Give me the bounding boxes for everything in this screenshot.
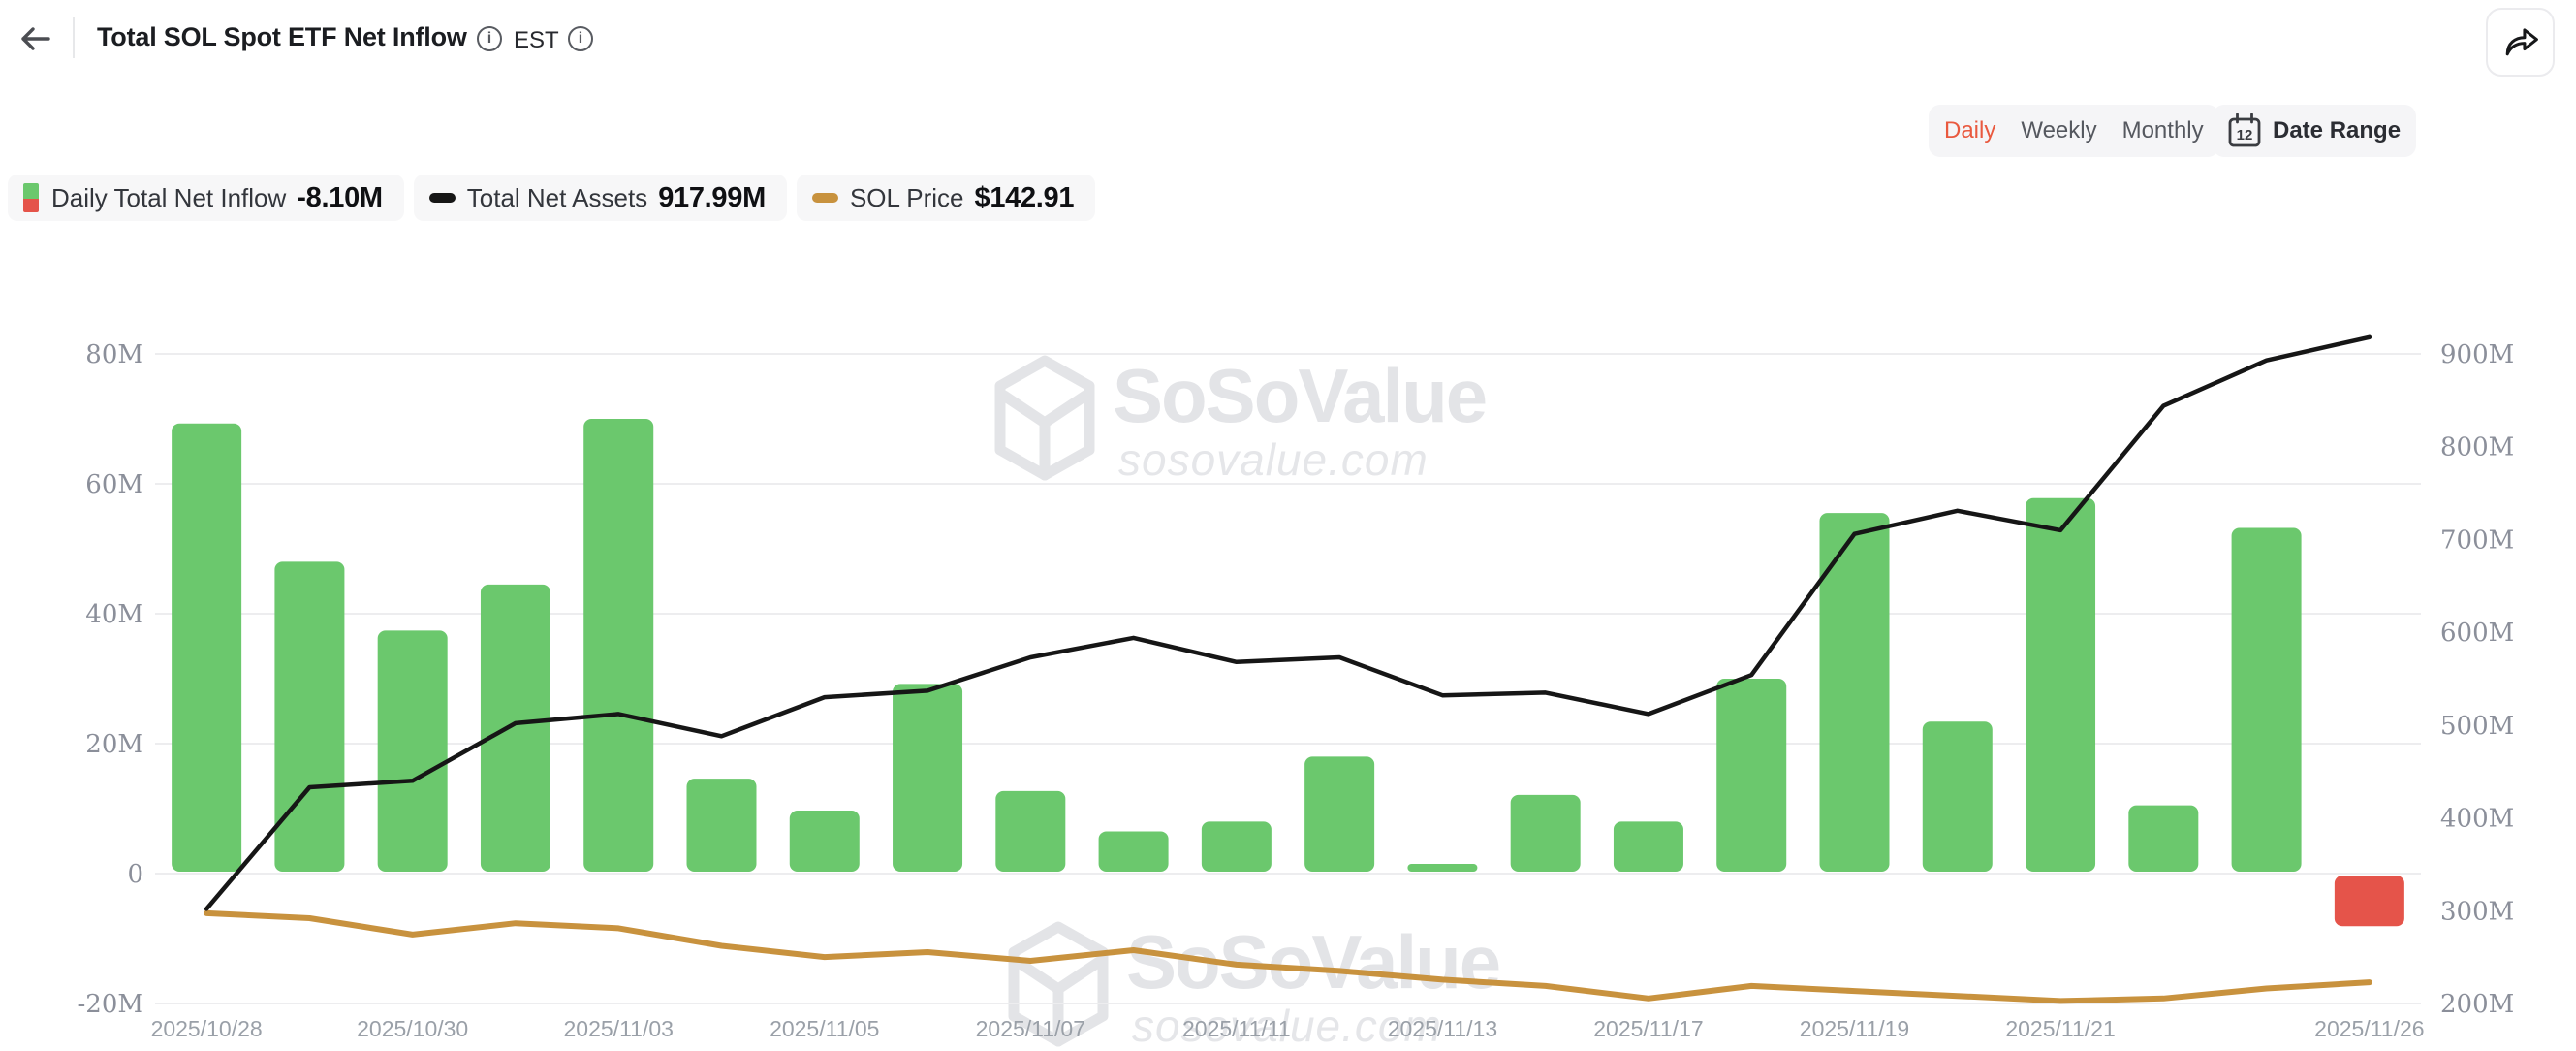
legend-value: -8.10M — [297, 181, 383, 213]
bar — [1201, 821, 1272, 872]
bar — [1922, 721, 1993, 872]
bar — [1819, 513, 1890, 872]
bar — [1098, 831, 1169, 872]
bar — [2026, 497, 2096, 872]
bar — [1304, 756, 1375, 872]
chart-legend: Daily Total Net Inflow -8.10M Total Net … — [8, 175, 1096, 221]
svg-text:500M: 500M — [2440, 712, 2514, 741]
legend-label: Daily Total Net Inflow — [51, 182, 287, 212]
svg-text:2025/11/19: 2025/11/19 — [1800, 1016, 1909, 1041]
legend-item-net-assets[interactable]: Total Net Assets 917.99M — [413, 175, 787, 221]
header: Total SOL Spot ETF Net Inflow i EST i — [0, 0, 2576, 78]
right-axis-labels: 900M 800M 700M 600M 500M 400M 300M 200M — [2440, 340, 2514, 1019]
svg-text:2025/11/13: 2025/11/13 — [1388, 1016, 1497, 1041]
net-assets-line[interactable] — [204, 334, 2372, 911]
bar — [583, 419, 654, 872]
bar — [893, 684, 963, 872]
legend-value: $142.91 — [974, 181, 1075, 213]
svg-text:2025/11/07: 2025/11/07 — [976, 1016, 1085, 1041]
bar — [377, 630, 448, 872]
bar — [480, 584, 550, 872]
svg-text:700M: 700M — [2440, 526, 2514, 555]
svg-text:300M: 300M — [2440, 897, 2514, 926]
legend-label: Total Net Assets — [466, 182, 648, 212]
x-axis-labels: 2025/10/28 2025/10/30 2025/11/03 2025/11/05… — [151, 1016, 2425, 1041]
bar — [2128, 805, 2199, 872]
date-range-label: Date Range — [2273, 117, 2402, 143]
svg-text:2025/10/30: 2025/10/30 — [357, 1016, 468, 1041]
svg-text:2025/11/26: 2025/11/26 — [2314, 1016, 2424, 1041]
bar — [274, 561, 345, 872]
tab-weekly[interactable]: Weekly — [2021, 117, 2097, 143]
back-arrow-icon — [21, 27, 50, 50]
timezone-info-icon[interactable]: i — [568, 26, 593, 51]
calendar-icon: 12 — [2228, 113, 2261, 147]
header-divider — [73, 17, 75, 58]
share-icon — [2505, 27, 2538, 55]
net-assets-line-icon — [428, 193, 456, 203]
svg-text:400M: 400M — [2440, 805, 2514, 834]
legend-item-net-inflow[interactable]: Daily Total Net Inflow -8.10M — [8, 175, 404, 221]
legend-item-sol-price[interactable]: SOL Price $142.91 — [796, 175, 1096, 221]
bar — [995, 790, 1066, 872]
timezone-label: EST — [514, 27, 559, 53]
svg-text:2025/11/03: 2025/11/03 — [564, 1016, 674, 1041]
interval-tabs: Daily Weekly Monthly — [1929, 105, 2219, 157]
svg-text:40M: 40M — [85, 600, 143, 629]
svg-text:20M: 20M — [85, 730, 143, 759]
back-button[interactable] — [16, 21, 54, 56]
svg-text:600M: 600M — [2440, 619, 2514, 648]
bar — [1613, 821, 1683, 872]
bar — [172, 423, 242, 872]
tab-daily[interactable]: Daily — [1944, 117, 1996, 143]
legend-label: SOL Price — [849, 182, 964, 212]
svg-text:60M: 60M — [85, 470, 143, 499]
svg-text:0: 0 — [127, 860, 143, 889]
svg-text:2025/10/28: 2025/10/28 — [151, 1016, 263, 1041]
bar — [686, 779, 757, 872]
share-button[interactable] — [2486, 8, 2555, 77]
bar — [789, 811, 860, 872]
date-range-button[interactable]: 12 Date Range — [2213, 105, 2417, 157]
svg-text:2025/11/11: 2025/11/11 — [1182, 1016, 1291, 1041]
left-axis-labels: 80M 60M 40M 20M 0 -20M — [78, 340, 144, 1019]
legend-value: 917.99M — [658, 181, 766, 213]
svg-text:-20M: -20M — [78, 990, 144, 1019]
svg-text:2025/11/21: 2025/11/21 — [2005, 1016, 2115, 1041]
bar — [1407, 863, 1478, 872]
svg-text:200M: 200M — [2440, 990, 2514, 1019]
svg-text:800M: 800M — [2440, 433, 2514, 462]
page-title: Total SOL Spot ETF Net Inflow — [97, 22, 467, 51]
bar-series-icon — [23, 183, 39, 212]
svg-text:2025/11/05: 2025/11/05 — [770, 1016, 879, 1041]
title-info-icon[interactable]: i — [477, 26, 502, 51]
sol-price-line[interactable] — [204, 909, 2372, 1004]
sol-price-line-icon — [811, 193, 838, 203]
bar — [2334, 876, 2404, 927]
bar — [1510, 794, 1581, 872]
tab-monthly[interactable]: Monthly — [2121, 117, 2204, 143]
bar — [1716, 679, 1787, 872]
net-inflow-bars[interactable] — [172, 419, 2404, 927]
svg-text:900M: 900M — [2440, 340, 2514, 369]
svg-text:80M: 80M — [85, 340, 143, 369]
bar — [2231, 527, 2302, 872]
svg-text:12: 12 — [2237, 127, 2253, 143]
svg-text:2025/11/17: 2025/11/17 — [1593, 1016, 1703, 1041]
